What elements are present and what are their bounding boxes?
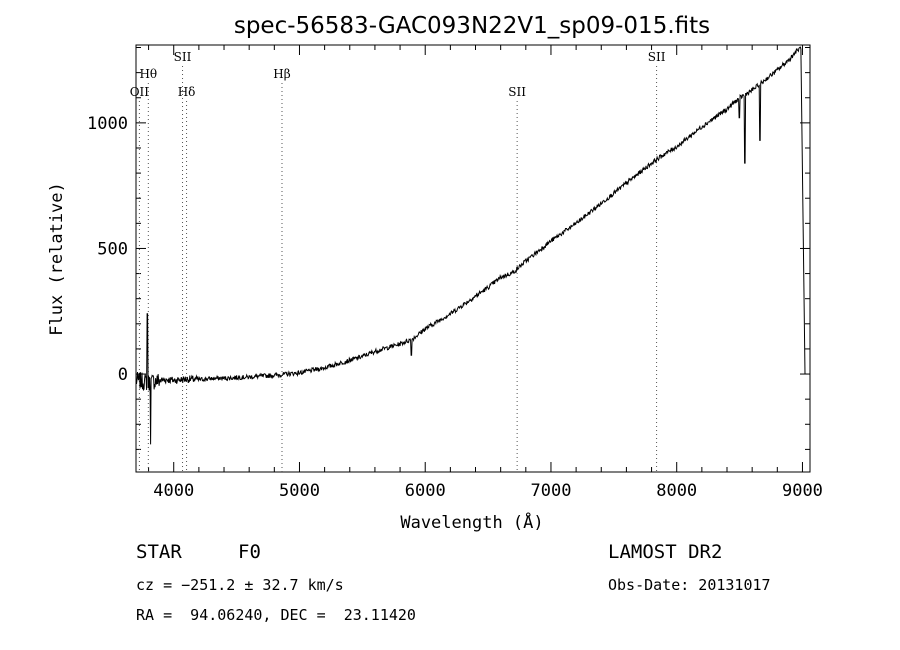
y-tick-label-1: 500 <box>97 239 128 259</box>
object-class: STAR <box>136 541 182 563</box>
spectrum-line <box>135 46 808 445</box>
y-axis-label: Flux (relative) <box>47 182 67 336</box>
x-axis-label: Wavelength (Å) <box>400 511 543 533</box>
spectrum-chart: spec-56583-GAC093N22V1_sp09-015.fits 400… <box>47 13 823 533</box>
plot-frame <box>135 44 811 473</box>
line-label-1: Hθ <box>139 67 157 81</box>
chart-title: spec-56583-GAC093N22V1_sp09-015.fits <box>234 13 710 39</box>
y-tick-label-2: 1000 <box>87 114 128 134</box>
x-tick-label-0: 4000 <box>153 481 194 501</box>
x-tick-label-5: 9000 <box>782 481 823 501</box>
x-tick-label-2: 6000 <box>405 481 446 501</box>
obs-date: Obs-Date: 20131017 <box>608 576 771 594</box>
object-subclass: F0 <box>238 541 261 563</box>
line-label-4: Hβ <box>273 67 290 81</box>
x-tick-label-1: 5000 <box>279 481 320 501</box>
line-label-0: OII <box>130 85 150 99</box>
line-label-3: Hδ <box>178 85 196 99</box>
spectral-line-markers: OII Hθ SII Hδ Hβ SII SII <box>130 50 666 472</box>
axis-ticks: 4000 5000 6000 7000 8000 9000 0 500 1000 <box>87 45 823 501</box>
survey-name: LAMOST DR2 <box>608 541 723 563</box>
coordinates: RA = 94.06240, DEC = 23.11420 <box>136 606 416 624</box>
x-tick-label-3: 7000 <box>530 481 571 501</box>
line-label-5: SII <box>508 85 526 99</box>
line-label-6: SII <box>648 50 666 64</box>
y-tick-label-0: 0 <box>118 365 128 385</box>
redshift-readout: cz = −251.2 ± 32.7 km/s <box>136 576 344 594</box>
x-tick-label-4: 8000 <box>656 481 697 501</box>
line-label-2: SII <box>174 50 192 64</box>
